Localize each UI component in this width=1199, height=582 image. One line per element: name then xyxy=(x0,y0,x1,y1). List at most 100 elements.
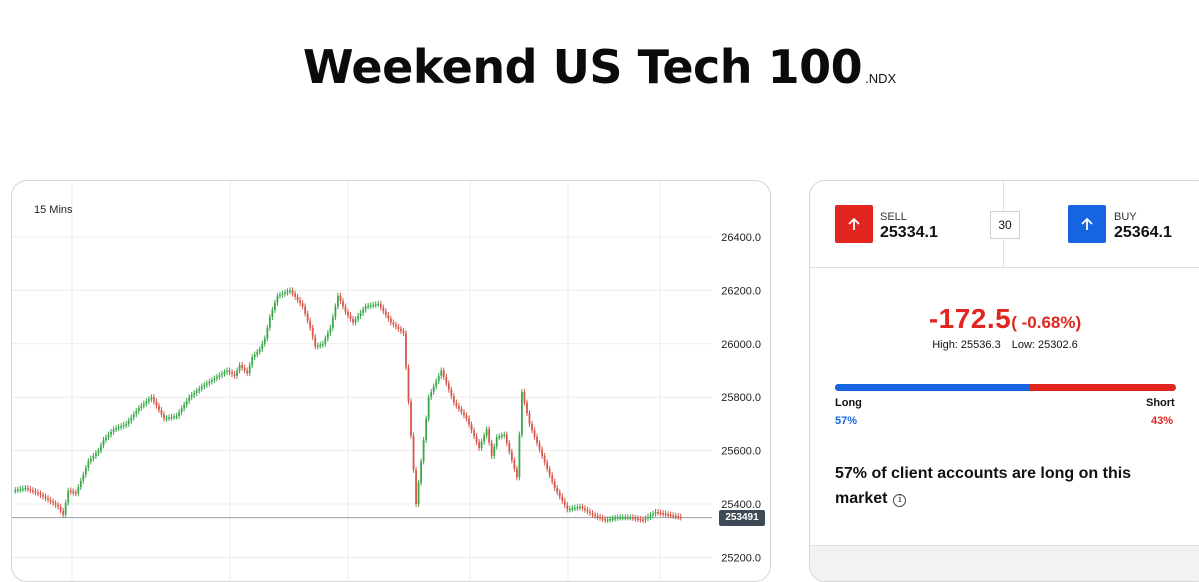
candle-body xyxy=(659,512,662,515)
candle-body xyxy=(291,290,294,294)
candle-body xyxy=(389,318,392,323)
candle-body xyxy=(551,475,554,482)
candle-body xyxy=(672,515,675,517)
candle-body xyxy=(652,513,654,516)
candle-body xyxy=(354,319,357,323)
candle-body xyxy=(636,518,639,520)
candle-body xyxy=(589,511,591,514)
sell-price[interactable]: 25334.1 xyxy=(880,224,938,241)
candle-body xyxy=(57,504,60,507)
candle-body xyxy=(427,397,430,419)
candle-body xyxy=(664,513,667,516)
candle-body xyxy=(352,318,354,323)
candle-body xyxy=(450,389,453,397)
candle-body xyxy=(566,505,569,510)
candle-body xyxy=(72,491,75,494)
candle-body xyxy=(24,487,27,490)
candle-body xyxy=(311,327,314,338)
candle-body xyxy=(100,445,102,451)
candle-body xyxy=(198,388,201,391)
quote-row: SELL 25334.1 30 BUY 25364.1 xyxy=(810,181,1199,268)
short-percent: 43% xyxy=(1151,415,1174,427)
timeframe-label[interactable]: 15 Mins xyxy=(34,204,73,216)
candle-body xyxy=(306,313,309,321)
candle-body xyxy=(412,435,415,470)
y-tick-label: 26000.0 xyxy=(721,339,761,351)
candle-body xyxy=(573,507,576,510)
candle-body xyxy=(42,494,44,497)
candle-body xyxy=(533,430,536,437)
candle-body xyxy=(110,431,112,435)
candle-body xyxy=(314,337,317,347)
candle-body xyxy=(344,306,347,312)
candle-body xyxy=(677,516,680,518)
candle-body xyxy=(657,512,659,514)
candle-body xyxy=(531,423,533,431)
candle-body xyxy=(473,430,475,437)
candle-body xyxy=(556,487,559,493)
candle-body xyxy=(226,370,228,373)
candle-body xyxy=(596,515,599,518)
candle-body xyxy=(130,417,133,421)
candle-body xyxy=(190,395,193,398)
candle-body xyxy=(135,411,138,415)
candle-body xyxy=(410,401,412,436)
candle-body xyxy=(359,312,362,317)
candle-body xyxy=(387,314,390,319)
candle-body xyxy=(19,489,22,491)
candle-body xyxy=(37,492,39,494)
candle-body xyxy=(576,507,579,509)
candle-body xyxy=(137,407,140,412)
candle-body xyxy=(523,391,526,403)
price-chart[interactable]: 26400.0 26200.0 26000.0 25800.0 25600.0 25400… xyxy=(12,181,770,581)
candle-body xyxy=(77,487,80,494)
candle-body xyxy=(266,327,269,339)
candle-body xyxy=(460,408,463,413)
candle-body xyxy=(95,453,97,456)
candle-body xyxy=(74,492,77,494)
candle-body xyxy=(54,503,57,505)
long-label: Long xyxy=(835,397,862,409)
price-chart-card[interactable]: 26400.0 26200.0 26000.0 25800.0 25600.0 25400… xyxy=(11,180,771,582)
candle-body xyxy=(667,514,670,516)
candle-body xyxy=(649,515,652,517)
candle-body xyxy=(382,307,385,312)
candle-body xyxy=(231,372,233,375)
candle-body xyxy=(347,311,349,316)
candle-body xyxy=(407,367,410,402)
candle-body xyxy=(606,519,609,521)
high-low-row: High: 25536.3 Low: 25302.6 xyxy=(810,339,1199,351)
candle-body xyxy=(647,516,649,519)
buy-button[interactable] xyxy=(1068,205,1106,243)
candle-body xyxy=(289,290,291,292)
candle-body xyxy=(465,415,468,419)
candle-body xyxy=(321,343,324,346)
candle-body xyxy=(233,374,236,376)
candle-body xyxy=(294,293,296,297)
candle-body xyxy=(480,441,483,448)
candle-body xyxy=(581,506,584,509)
candle-body xyxy=(528,413,531,424)
candle-body xyxy=(591,513,594,515)
candle-body xyxy=(279,294,281,297)
candle-body xyxy=(301,303,304,307)
candle-body xyxy=(442,370,445,377)
candle-body xyxy=(185,400,188,405)
candle-body xyxy=(455,402,458,406)
candle-body xyxy=(117,427,120,429)
change-percent: ( -0.68%) xyxy=(1011,313,1082,332)
sell-button[interactable] xyxy=(835,205,873,243)
buy-price[interactable]: 25364.1 xyxy=(1114,224,1172,241)
candle-body xyxy=(132,414,135,418)
candle-body xyxy=(498,436,501,438)
info-icon[interactable]: i xyxy=(893,494,907,507)
candle-body xyxy=(503,434,506,437)
candle-body xyxy=(508,443,511,452)
candle-body xyxy=(52,501,54,504)
candle-body xyxy=(210,380,213,382)
candle-body xyxy=(14,490,17,492)
candle-body xyxy=(216,376,218,379)
candle-body xyxy=(158,405,160,411)
candle-body xyxy=(642,519,644,521)
candle-body xyxy=(79,480,82,488)
